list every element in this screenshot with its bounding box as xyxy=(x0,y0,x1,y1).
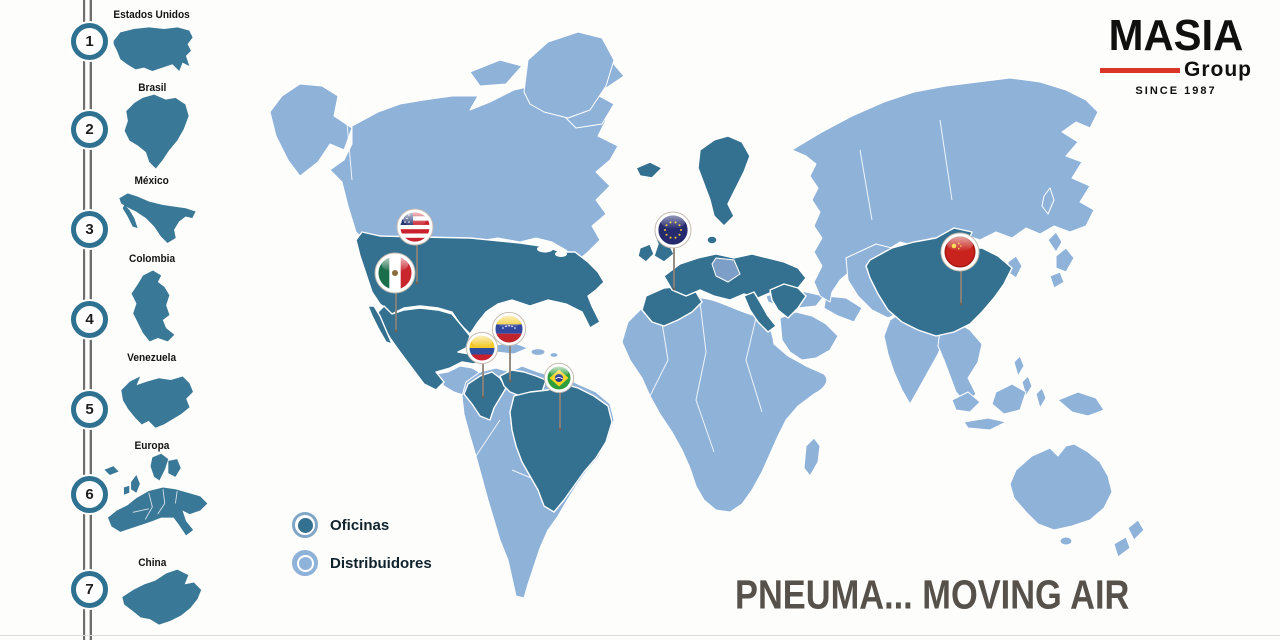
map-region-australia xyxy=(1009,443,1113,531)
europe-silhouette-icon xyxy=(104,453,208,536)
company-logo: MASIA Group SINCE 1987 xyxy=(1100,11,1252,97)
venezuela-flag-icon xyxy=(495,315,523,343)
sidebar-number-4: 4 xyxy=(71,301,108,338)
brazil-silhouette-icon xyxy=(124,94,189,169)
offices-marker-icon xyxy=(292,512,318,538)
legend-row-distributors: Distribuidores xyxy=(292,549,432,577)
pin-china xyxy=(940,232,980,272)
brazil-flag-icon xyxy=(547,366,571,390)
distributors-label: Distribuidores xyxy=(330,554,432,572)
sidebar-number-6: 6 xyxy=(71,476,108,513)
sidebar-number-7: 7 xyxy=(71,571,108,608)
pin-brazil xyxy=(543,362,575,394)
sidebar-number-1: 1 xyxy=(71,23,108,60)
pin-stick-tips xyxy=(394,281,963,431)
map-region-madagascar xyxy=(803,437,821,477)
slide-bottom-edge xyxy=(0,635,1280,636)
sidebar-label-estados-unidos: Estados Unidos xyxy=(113,9,191,21)
sidebar-label-venezuela: Venezuela xyxy=(127,352,177,364)
map-region-ireland xyxy=(637,243,655,263)
mexico-silhouette-icon xyxy=(119,193,196,244)
map-region-scandinavia xyxy=(697,135,751,227)
colombia-flag-icon xyxy=(469,335,495,361)
map-region-africa xyxy=(621,296,828,513)
logo-red-line xyxy=(1100,67,1180,73)
tagline: PNEUMA... MOVING AIR xyxy=(735,573,1130,618)
colombia-silhouette-icon xyxy=(131,270,175,342)
map-region-colombia xyxy=(463,371,507,421)
logo-subtitle: Group xyxy=(1184,58,1252,81)
legend-row-offices: Oficinas xyxy=(292,511,432,539)
offices-label: Oficinas xyxy=(330,516,390,534)
map-great-lakes xyxy=(537,245,567,257)
usa-silhouette-icon xyxy=(113,27,193,71)
map-region-greenland xyxy=(523,31,615,119)
map-region-balkans xyxy=(769,283,807,319)
map-region-italy xyxy=(743,291,777,333)
pin-usa xyxy=(396,208,434,246)
map-light-landmasses xyxy=(269,31,1145,599)
sidebar-number-3: 3 xyxy=(71,211,108,248)
logo-title: MASIA xyxy=(1108,11,1244,60)
map-legend: Oficinas Distribuidores xyxy=(292,511,432,587)
venezuela-silhouette-icon xyxy=(121,376,193,428)
map-region-iceland xyxy=(635,161,663,179)
china-silhouette-icon xyxy=(122,569,202,625)
map-region-russia xyxy=(791,77,1099,303)
pin-colombia xyxy=(465,331,499,365)
sidebar-label-colombia: Colombia xyxy=(128,253,176,265)
sidebar-label-brasil: Brasil xyxy=(137,82,167,94)
map-internal-borders xyxy=(344,99,959,481)
map-region-germany xyxy=(711,257,741,283)
map-region-canada xyxy=(269,83,353,177)
map-region-arabia xyxy=(779,311,839,361)
map-region-mexico xyxy=(377,305,487,391)
distributors-marker-icon xyxy=(292,550,318,576)
eu-flag-icon xyxy=(658,215,688,245)
sidebar-label-china: China xyxy=(137,557,167,569)
sidebar-label-mexico: México xyxy=(134,175,170,187)
sidebar-label-europa: Europa xyxy=(134,440,170,452)
pin-venezuela xyxy=(491,311,527,347)
pin-sticks xyxy=(395,243,962,428)
pin-mexico xyxy=(374,252,416,294)
sidebar-number-2: 2 xyxy=(71,111,108,148)
logo-since: SINCE 1987 xyxy=(1135,85,1217,97)
mexico-flag-icon xyxy=(378,256,412,290)
pin-europe xyxy=(654,211,692,249)
china-flag-icon xyxy=(944,236,976,268)
sidebar-number-5: 5 xyxy=(71,391,108,428)
